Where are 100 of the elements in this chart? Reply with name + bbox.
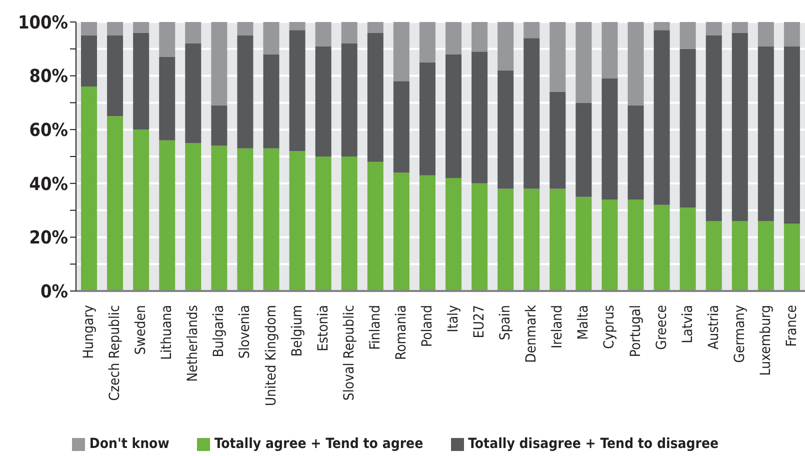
x-tick-label: Cyprus	[602, 305, 618, 349]
bar	[498, 22, 514, 70]
y-tick-label: 100%	[18, 12, 68, 34]
bar	[341, 44, 358, 156]
bar	[498, 188, 514, 291]
bar	[628, 22, 644, 106]
legend-label: Totally disagree + Tend to disagree	[468, 436, 719, 452]
bar	[81, 22, 97, 36]
bar	[654, 22, 670, 30]
x-tick-label: France	[784, 304, 800, 347]
bar	[524, 38, 540, 189]
bar	[602, 78, 618, 200]
x-tick-label: Italy	[446, 304, 462, 332]
bar	[576, 102, 592, 197]
y-tick-label: 20%	[29, 228, 68, 249]
x-tick-label: Luxemburg	[758, 305, 774, 376]
bar	[393, 81, 410, 173]
bar	[133, 22, 150, 33]
bar	[472, 52, 488, 184]
bar	[758, 46, 774, 222]
bar	[602, 22, 618, 78]
bar	[315, 46, 332, 156]
bar	[263, 54, 280, 148]
y-tick-label: 0%	[40, 281, 68, 302]
bar	[576, 22, 592, 103]
x-tick-label: Denmark	[524, 304, 540, 363]
bar	[289, 151, 306, 291]
x-tick-label: Spain	[498, 305, 514, 340]
bar	[393, 22, 410, 82]
bar	[654, 30, 670, 205]
x-tick-label: Slovenia	[237, 305, 254, 359]
bar	[133, 32, 150, 130]
bar	[498, 70, 514, 189]
bar	[680, 22, 696, 49]
x-tick-label: Ireland	[550, 305, 566, 349]
bar	[341, 22, 358, 44]
bar	[680, 208, 696, 291]
bar	[211, 22, 228, 106]
bar	[784, 224, 800, 291]
bar	[472, 22, 488, 52]
bar	[419, 62, 436, 176]
bar	[628, 105, 644, 200]
x-tick-label: EU27	[472, 305, 488, 338]
bar	[680, 48, 696, 208]
bar	[706, 35, 722, 222]
bar	[159, 22, 176, 57]
bar	[133, 130, 150, 291]
bar	[706, 221, 722, 291]
bar	[732, 221, 748, 291]
legend-label: Don't know	[89, 436, 170, 452]
x-tick-label: Latvia	[680, 305, 696, 344]
bar	[446, 178, 462, 291]
bar	[289, 22, 306, 30]
bar	[211, 105, 228, 146]
bar	[107, 35, 124, 116]
bar	[237, 22, 254, 36]
bar	[107, 116, 124, 291]
bar	[237, 148, 254, 291]
x-tick-label: Germany	[732, 304, 748, 363]
bar	[315, 22, 332, 46]
bar	[446, 22, 462, 54]
bar	[185, 143, 202, 291]
bar	[446, 54, 462, 178]
bar	[237, 35, 254, 148]
bar	[81, 86, 97, 291]
x-tick-label: Hungary	[81, 304, 98, 359]
y-tick-label: 80%	[29, 66, 68, 88]
bar	[732, 32, 748, 222]
bar	[758, 22, 774, 46]
x-tick-label: Czech Republic	[107, 304, 124, 401]
bar	[263, 148, 280, 291]
bar	[732, 22, 748, 33]
bar	[289, 30, 306, 152]
x-tick-label: Finland	[367, 305, 384, 350]
x-tick-label: United Kingdom	[263, 305, 280, 406]
x-tick-label: Portugal	[628, 305, 644, 358]
x-tick-label: Sweden	[133, 305, 150, 355]
bar	[550, 22, 566, 92]
bar	[211, 146, 228, 291]
bar	[107, 22, 124, 36]
bar	[263, 22, 280, 54]
bar	[159, 140, 176, 291]
bar	[706, 22, 722, 36]
bar	[159, 56, 176, 140]
bar	[419, 175, 436, 291]
bar	[550, 92, 566, 189]
bar	[602, 200, 618, 291]
x-tick-label: Austria	[706, 305, 722, 350]
bar	[758, 221, 774, 291]
bar	[784, 46, 800, 224]
bar	[472, 183, 488, 291]
bar	[341, 156, 358, 291]
x-tick-label: Netherlands	[185, 305, 202, 382]
bar	[576, 196, 592, 291]
x-tick-label: Malta	[576, 305, 592, 340]
bar	[315, 156, 332, 291]
bar	[185, 22, 202, 44]
bar	[367, 162, 384, 291]
bar	[81, 35, 97, 87]
bar	[524, 22, 540, 38]
